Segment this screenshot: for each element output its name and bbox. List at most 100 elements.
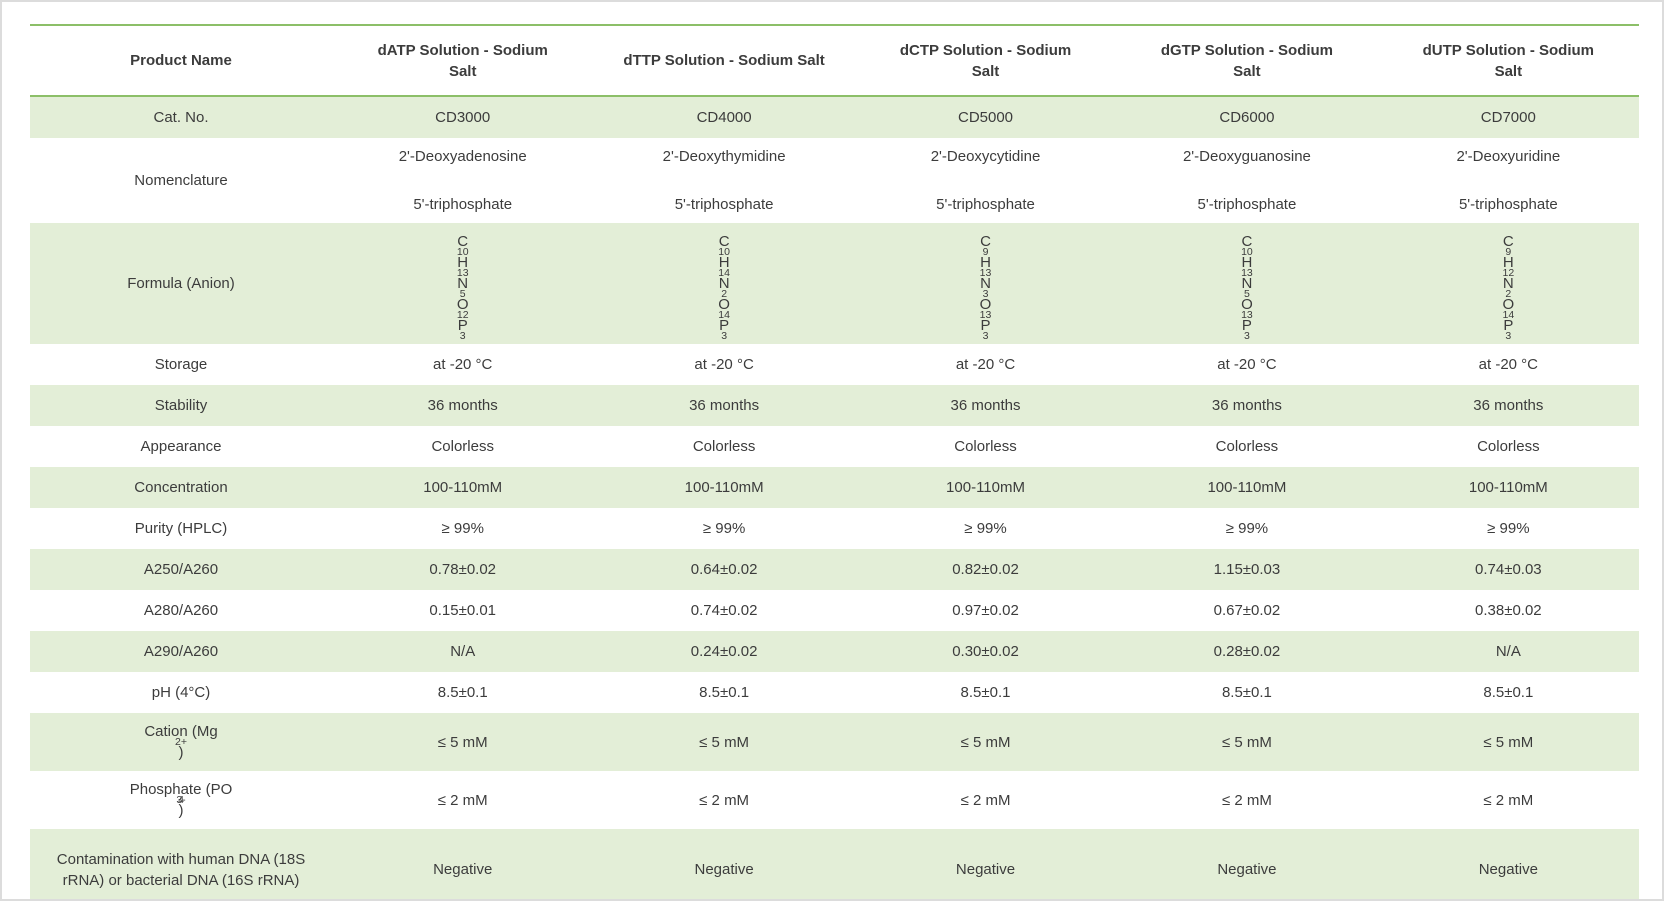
row-label: Concentration	[134, 479, 228, 496]
table-cell: at -20 °C	[433, 356, 493, 373]
table-row: Purity (HPLC) ≥ 99% ≥ 99% ≥ 99% ≥ 99% ≥ 99%	[30, 508, 1639, 549]
table-cell: 0.82±0.02	[952, 561, 1019, 578]
row-label: Purity (HPLC)	[134, 520, 228, 537]
table-cell: C 9 H 13 N 3 O 13 P 3	[979, 233, 992, 342]
table-row: Cat. No. CD3000 CD4000 CD5000 CD6000 CD7000	[30, 97, 1639, 138]
table-cell: N/A	[450, 643, 476, 660]
table-cell: 0.38±0.02	[1475, 602, 1542, 619]
table-cell: 100-110mM	[423, 479, 503, 496]
table-cell: CD3000	[435, 109, 491, 126]
row-label: Stability	[154, 397, 208, 414]
table-cell: 1.15±0.03	[1213, 561, 1281, 578]
table-cell: 0.64±0.02	[690, 561, 758, 578]
table-cell: at -20 °C	[1217, 356, 1277, 373]
table-cell: CD6000	[1219, 109, 1275, 126]
table-row: A290/A260 N/A 0.24±0.02 0.30±0.02 0.28±0.02 N…	[30, 631, 1639, 672]
table-cell: Negative	[433, 861, 493, 878]
table-cell: 8.5±0.1	[699, 684, 750, 701]
table-cell: Colorless	[954, 438, 1017, 455]
cell-line: 2'-Deoxyuridine	[1456, 148, 1561, 165]
table-cell: 0.78±0.02	[429, 561, 497, 578]
table-row: Storage at -20 °C at -20 °C at -20 °C at -20…	[30, 344, 1639, 385]
cell-line: 5'-triphosphate	[1197, 196, 1297, 213]
table-cell: 2'-Deoxyuridine 5'-triphosphate	[1378, 138, 1639, 223]
column-header-product: dTTP Solution - Sodium Salt	[623, 52, 825, 69]
column-header-product: dGTP Solution - Sodium Salt	[1160, 41, 1334, 80]
table-cell: Negative	[955, 861, 1016, 878]
table-cell: C 10 H 13 N 5 O 13 P 3	[1241, 233, 1253, 342]
table-cell: Colorless	[1215, 438, 1279, 455]
table-cell: ≥ 99%	[964, 520, 1007, 537]
table-cell: ≤ 5 mM	[1221, 733, 1272, 751]
column-header-product: dUTP Solution - Sodium Salt	[1422, 41, 1595, 80]
table-cell: C 10 H 14 N 2 O 14 P 3	[718, 233, 730, 342]
table-cell: ≤ 2 mM	[1483, 791, 1534, 809]
table-cell: 0.74±0.03	[1475, 561, 1542, 578]
row-label: A280/A260	[143, 602, 219, 619]
table-cell: 100-110mM	[1207, 479, 1287, 496]
table-cell: ≤ 2 mM	[437, 791, 488, 809]
table-cell: 8.5±0.1	[1221, 684, 1272, 701]
table-row: Stability 36 months 36 months 36 months 36 m…	[30, 385, 1639, 426]
row-label: Appearance	[140, 438, 222, 455]
table-cell: 8.5±0.1	[960, 684, 1011, 701]
table-cell: Colorless	[692, 438, 756, 455]
row-label: Cation (Mg 2+)	[144, 723, 218, 761]
table-cell: 36 months	[427, 397, 498, 414]
table-cell: N/A	[1495, 643, 1521, 660]
table-cell: ≤ 5 mM	[699, 733, 750, 751]
column-header-product: dCTP Solution - Sodium Salt	[899, 41, 1072, 80]
table-cell: 36 months	[1211, 397, 1282, 414]
table-cell: 0.15±0.01	[429, 602, 497, 619]
table-cell: 8.5±0.1	[437, 684, 488, 701]
table-cell: 100-110mM	[684, 479, 764, 496]
cell-line: 2'-Deoxyguanosine	[1182, 148, 1311, 165]
table-row: Phosphate (PO 4 3-) ≤ 2 mM ≤ 2 mM ≤ 2 mM ≤ 2 m…	[30, 771, 1639, 829]
table-cell: 2'-Deoxyadenosine 5'-triphosphate	[332, 138, 593, 223]
table-cell: CD7000	[1480, 109, 1536, 126]
cell-line: 5'-triphosphate	[413, 196, 513, 213]
table-cell: C 9 H 12 N 2 O 14 P 3	[1502, 233, 1515, 342]
table-cell: CD4000	[696, 109, 752, 126]
table-cell: ≤ 2 mM	[960, 791, 1011, 809]
table-row: Nomenclature 2'-Deoxyadenosine 5'-triphosp…	[30, 138, 1639, 223]
table-cell: Negative	[1478, 861, 1538, 878]
column-header-product: dATP Solution - Sodium Salt	[377, 41, 548, 80]
table-cell: Negative	[1217, 861, 1277, 878]
table-row: Formula (Anion) C 10 H 13 N 5 O 12 P 3 C 10 H 14 N 2 O 14 P…	[30, 223, 1639, 344]
table-row: pH (4°C) 8.5±0.1 8.5±0.1 8.5±0.1 8.5±0.1 8.5±…	[30, 672, 1639, 713]
table-cell: 2'-Deoxythymidine 5'-triphosphate	[593, 138, 854, 223]
table-cell: ≥ 99%	[1487, 520, 1530, 537]
product-spec-table: Product Name dATP Solution - Sodium Salt…	[30, 24, 1639, 899]
table-cell: 0.74±0.02	[690, 602, 758, 619]
table-cell: Colorless	[431, 438, 494, 455]
table-row: A280/A260 0.15±0.01 0.74±0.02 0.97±0.02 0.67…	[30, 590, 1639, 631]
table-cell: 2'-Deoxyguanosine 5'-triphosphate	[1116, 138, 1377, 223]
table-cell: at -20 °C	[694, 356, 754, 373]
table-cell: 0.67±0.02	[1213, 602, 1281, 619]
table-cell: 100-110mM	[1468, 479, 1548, 496]
table-row: Appearance Colorless Colorless Colorless Col…	[30, 426, 1639, 467]
table-cell: 0.30±0.02	[952, 643, 1019, 660]
table-cell: ≤ 2 mM	[699, 791, 750, 809]
table-cell: 36 months	[1473, 397, 1544, 414]
row-label: pH (4°C)	[151, 684, 211, 701]
cell-line: 5'-triphosphate	[1458, 196, 1558, 213]
table-cell: 0.24±0.02	[690, 643, 758, 660]
table-header-row: Product Name dATP Solution - Sodium Salt…	[30, 26, 1639, 97]
row-label: Contamination with human DNA (18S rRNA) …	[56, 850, 306, 889]
table-cell: ≤ 5 mM	[960, 733, 1011, 751]
table-cell: 2'-Deoxycytidine 5'-triphosphate	[855, 138, 1116, 223]
table-row: A250/A260 0.78±0.02 0.64±0.02 0.82±0.02 1.15…	[30, 549, 1639, 590]
table-cell: Negative	[694, 861, 754, 878]
table-cell: ≥ 99%	[441, 520, 484, 537]
table-row: Cation (Mg 2+) ≤ 5 mM ≤ 5 mM ≤ 5 mM ≤ 5 mM ≤ 5…	[30, 713, 1639, 771]
table-cell: 36 months	[950, 397, 1021, 414]
table-row: Concentration 100-110mM 100-110mM 100-110mM…	[30, 467, 1639, 508]
cell-line: 2'-Deoxythymidine	[662, 148, 786, 165]
column-header-product-name: Product Name	[130, 52, 232, 69]
table-cell: ≥ 99%	[702, 520, 746, 537]
table-cell: 100-110mM	[946, 479, 1025, 496]
table-cell: at -20 °C	[955, 356, 1016, 373]
